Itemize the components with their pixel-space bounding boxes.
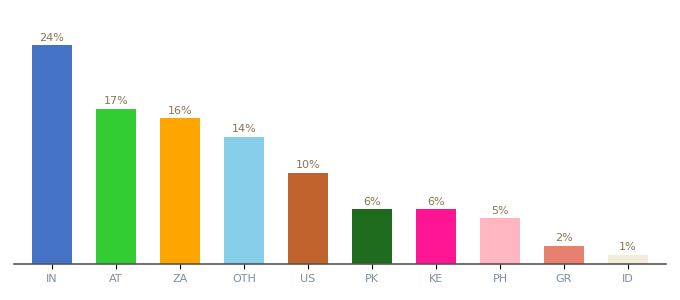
Bar: [96, 109, 136, 264]
Text: 24%: 24%: [39, 33, 65, 43]
Text: 17%: 17%: [103, 96, 129, 106]
Bar: [608, 255, 648, 264]
Text: 14%: 14%: [232, 124, 256, 134]
Text: 2%: 2%: [555, 233, 573, 243]
Text: 6%: 6%: [363, 196, 381, 207]
Bar: [416, 209, 456, 264]
Text: 5%: 5%: [491, 206, 509, 216]
Text: 10%: 10%: [296, 160, 320, 170]
Text: 6%: 6%: [427, 196, 445, 207]
Bar: [224, 136, 264, 264]
Bar: [32, 45, 72, 264]
Text: 16%: 16%: [168, 106, 192, 116]
Bar: [480, 218, 520, 264]
Bar: [352, 209, 392, 264]
Text: 1%: 1%: [619, 242, 636, 252]
Bar: [544, 246, 584, 264]
Bar: [288, 173, 328, 264]
Bar: [160, 118, 200, 264]
